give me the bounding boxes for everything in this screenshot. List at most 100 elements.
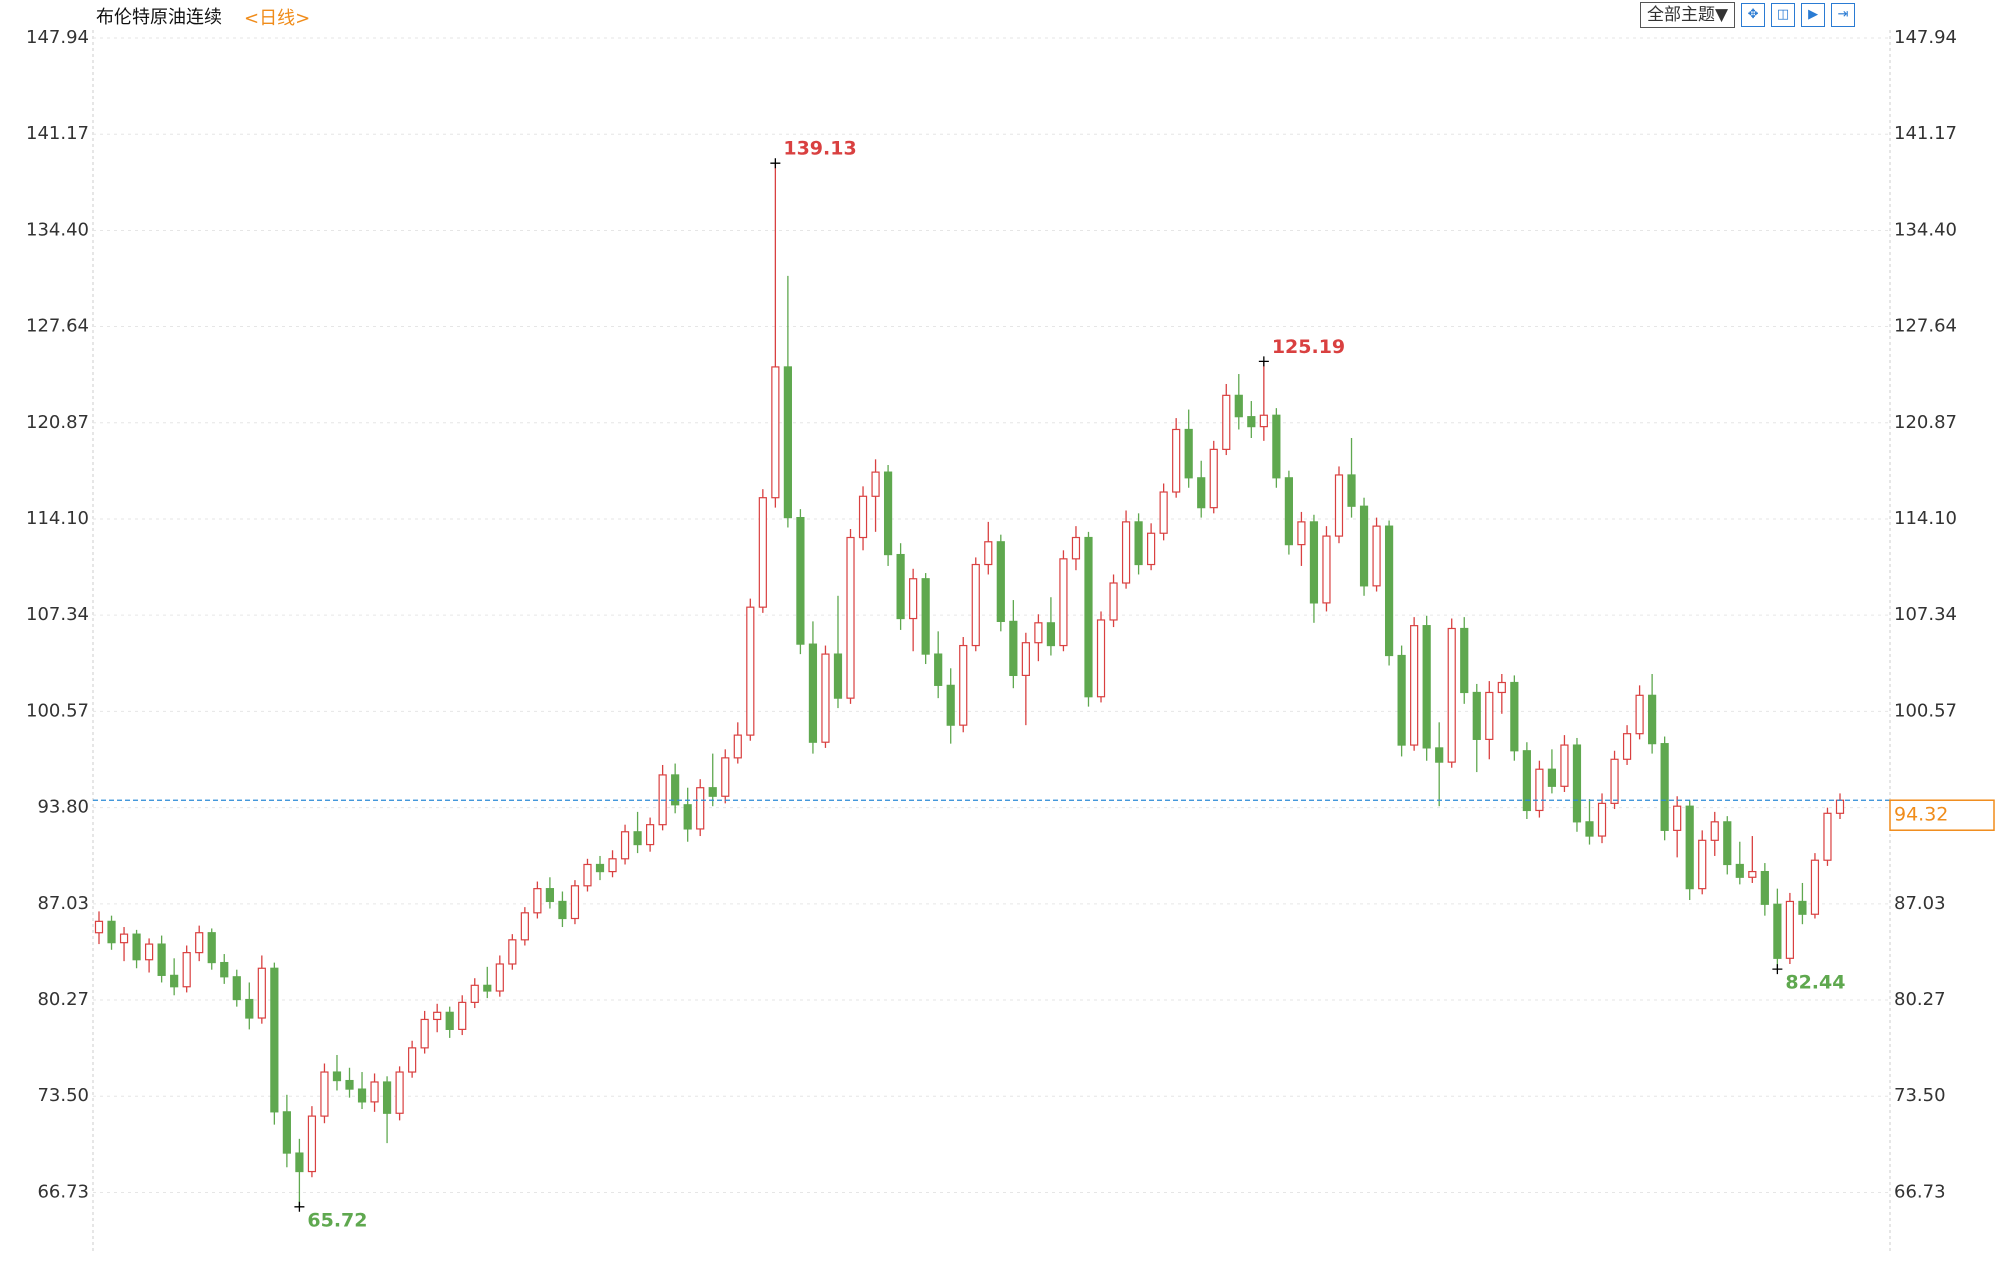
candle-body bbox=[733, 734, 742, 759]
candle-body bbox=[1372, 525, 1381, 587]
candle-body bbox=[408, 1047, 417, 1073]
high-label: 139.13 bbox=[783, 138, 856, 160]
y2-tick-label: 141.17 bbox=[1894, 123, 1957, 144]
candle-body bbox=[896, 553, 905, 620]
y-tick-label: 114.10 bbox=[26, 508, 89, 529]
candle-body bbox=[934, 653, 943, 686]
candle-body bbox=[1046, 622, 1056, 647]
candle-body bbox=[1184, 428, 1193, 479]
candle-body bbox=[1422, 625, 1431, 749]
candle-body bbox=[1147, 532, 1156, 566]
y-tick-label: 120.87 bbox=[26, 412, 89, 433]
candle-body bbox=[1222, 394, 1231, 450]
candle-body bbox=[1435, 747, 1444, 763]
candle-body bbox=[1059, 558, 1068, 647]
y2-tick-label: 87.03 bbox=[1894, 893, 1946, 914]
candle-body bbox=[633, 831, 642, 846]
last-price-label: 94.32 bbox=[1894, 804, 1948, 826]
candle-body bbox=[721, 757, 730, 797]
end-button[interactable]: ⇥ bbox=[1831, 3, 1856, 27]
candle-body bbox=[1121, 521, 1131, 584]
y-tick-label: 66.73 bbox=[37, 1181, 89, 1202]
candle-body bbox=[1798, 900, 1807, 915]
candle-body bbox=[646, 824, 655, 846]
y-tick-label: 87.03 bbox=[37, 893, 89, 914]
candle-body bbox=[1622, 733, 1632, 760]
y2-tick-label: 73.50 bbox=[1894, 1085, 1946, 1106]
candle-body bbox=[1259, 414, 1268, 428]
y2-tick-label: 66.73 bbox=[1894, 1181, 1946, 1202]
candle-body bbox=[608, 858, 617, 873]
candle-body bbox=[119, 933, 129, 944]
chart-subtitle: <日线> bbox=[244, 8, 310, 29]
candle-body bbox=[996, 541, 1005, 622]
candle-body bbox=[207, 932, 216, 964]
candle-body bbox=[533, 888, 542, 914]
candle-body bbox=[1735, 863, 1744, 878]
candle-body bbox=[1535, 768, 1544, 812]
play-button[interactable]: ▶ bbox=[1801, 3, 1826, 27]
candle-body bbox=[746, 606, 755, 736]
candle-body bbox=[1710, 821, 1719, 841]
candle-body bbox=[420, 1018, 429, 1049]
candle-body bbox=[145, 943, 154, 961]
theme-button[interactable]: 全部主题▼ bbox=[1640, 2, 1736, 28]
candle-body bbox=[971, 563, 980, 647]
candle-body bbox=[1610, 758, 1619, 804]
candle-body bbox=[1585, 821, 1594, 837]
high-label: 125.19 bbox=[1272, 336, 1345, 358]
candle-body bbox=[445, 1011, 454, 1030]
candle-body bbox=[257, 967, 266, 1019]
candle-body bbox=[1159, 491, 1168, 534]
zoom-button[interactable]: ✥ bbox=[1741, 3, 1766, 27]
candle-body bbox=[1397, 654, 1406, 746]
candle-body bbox=[1823, 812, 1832, 861]
candle-body bbox=[796, 517, 805, 645]
candle-body bbox=[520, 912, 529, 941]
candle-body bbox=[909, 578, 918, 620]
candle-body bbox=[1084, 536, 1093, 698]
candle-body bbox=[1109, 582, 1118, 621]
candle-body bbox=[1773, 903, 1782, 959]
candle-body bbox=[1172, 428, 1181, 493]
y-tick-label: 100.57 bbox=[26, 700, 89, 721]
candle-body bbox=[1297, 521, 1306, 546]
candle-body bbox=[696, 787, 705, 830]
candle-body bbox=[545, 888, 555, 903]
candle-body bbox=[1748, 870, 1757, 878]
y-tick-label: 93.80 bbox=[37, 797, 89, 818]
candle-body bbox=[1384, 525, 1394, 657]
candle-body bbox=[107, 920, 116, 944]
candle-body bbox=[1497, 681, 1506, 694]
candle-body bbox=[132, 933, 141, 961]
candle-body bbox=[170, 974, 179, 988]
candle-body bbox=[320, 1071, 329, 1117]
candle-body bbox=[833, 653, 843, 699]
candle-body bbox=[1648, 694, 1657, 745]
candle-body bbox=[483, 984, 492, 992]
candle-body bbox=[1071, 536, 1081, 560]
candle-body bbox=[282, 1111, 291, 1154]
candle-body bbox=[1835, 799, 1845, 814]
candle-body bbox=[1660, 743, 1669, 831]
split-button[interactable]: ◫ bbox=[1771, 3, 1796, 27]
candle-body bbox=[1723, 821, 1732, 866]
candle-body bbox=[1284, 477, 1293, 546]
candle-body bbox=[1347, 474, 1356, 507]
candle-body bbox=[220, 961, 229, 978]
last-price-box bbox=[1889, 799, 1995, 831]
y-tick-label: 147.94 bbox=[26, 27, 89, 48]
candle-body bbox=[1322, 535, 1331, 604]
candle-body bbox=[270, 967, 279, 1113]
candle-body bbox=[332, 1071, 342, 1082]
chart-title: 布伦特原油连续 bbox=[96, 7, 222, 28]
candle-body bbox=[1247, 416, 1256, 428]
candle-body bbox=[771, 366, 780, 499]
y2-tick-label: 100.57 bbox=[1894, 700, 1957, 721]
candle-body bbox=[1359, 505, 1369, 587]
candle-body bbox=[595, 863, 605, 873]
y2-tick-label: 120.87 bbox=[1894, 412, 1957, 433]
high-marker bbox=[1258, 356, 1269, 367]
candle-body bbox=[620, 831, 630, 860]
